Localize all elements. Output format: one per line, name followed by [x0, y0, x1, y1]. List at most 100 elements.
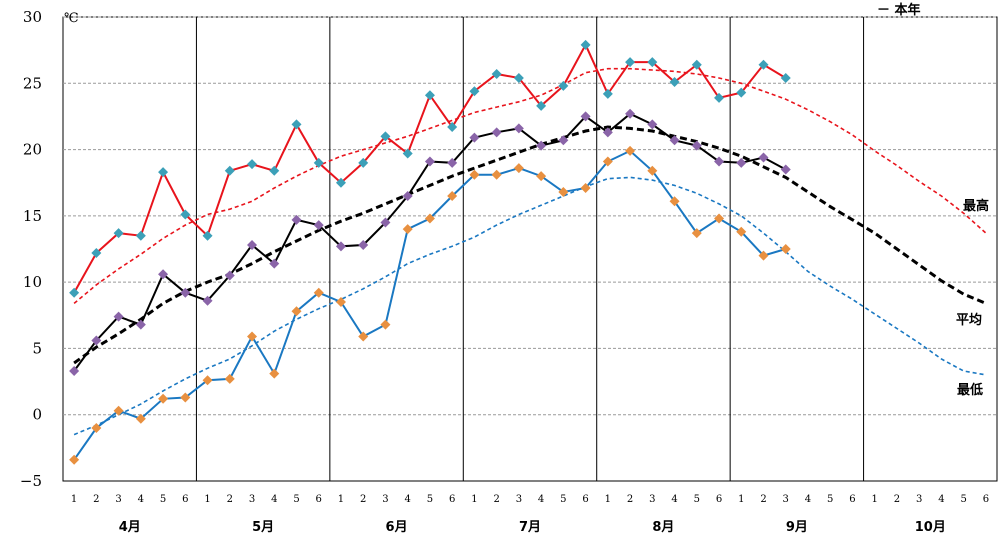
marker-min [780, 244, 791, 254]
x-tick-label: 6 [582, 494, 588, 505]
marker-max [758, 59, 769, 70]
marker-min [536, 171, 547, 182]
marker-min [335, 297, 346, 308]
marker-mean [313, 220, 324, 231]
x-tick-label: 3 [249, 494, 255, 505]
marker-min [447, 190, 458, 201]
marker-min [669, 196, 680, 207]
x-tick-label: 1 [605, 494, 611, 505]
y-axis: −5 0 5 10 15 20 25 30 [20, 8, 42, 490]
x-axis: 1 2 3 4 5 6 1 2 3 4 5 6 1 2 3 4 5 6 1 2 3 4 5 6 1 2 3 4 5 6 1 2 3 4 5 6 1 2 3 4… [71, 494, 989, 535]
x-tick-label: 5 [827, 494, 833, 505]
marker-mean [224, 270, 235, 281]
marker-min [647, 165, 658, 176]
marker-max [647, 57, 658, 68]
x-tick-label: 6 [983, 494, 989, 505]
marker-min [758, 250, 769, 261]
marker-mean [424, 156, 435, 167]
marker-min [625, 145, 636, 156]
month-label: 7月 [519, 520, 541, 535]
marker-mean [69, 365, 80, 376]
month-label: 10月 [915, 520, 946, 535]
marker-max [113, 228, 124, 239]
x-tick-label: 3 [516, 494, 522, 505]
x-tick-label: 2 [227, 494, 233, 505]
marker-max [291, 119, 302, 130]
marker-max [358, 157, 369, 168]
marker-mean [580, 111, 591, 122]
marker-max [247, 159, 258, 170]
marker-min [113, 405, 124, 416]
marker-mean [291, 214, 302, 225]
marker-max [714, 92, 725, 103]
marker-max [491, 69, 502, 80]
y-tick-label: 5 [32, 339, 42, 357]
marker-min [736, 226, 747, 237]
month-label: 6月 [386, 520, 408, 535]
x-tick-label: 1 [338, 494, 344, 505]
marker-min [380, 319, 391, 330]
legend-this-year: － 本年 [877, 2, 921, 18]
marker-mean [402, 190, 413, 201]
marker-mean [714, 156, 725, 167]
x-tick-label: 2 [93, 494, 99, 505]
marker-max [180, 209, 191, 220]
marker-max [669, 76, 680, 87]
marker-mean [513, 123, 524, 134]
x-tick-label: 6 [316, 494, 322, 505]
x-tick-label: 5 [160, 494, 166, 505]
marker-max [469, 86, 480, 97]
y-tick-label: 20 [23, 141, 42, 159]
x-tick-label: 4 [805, 494, 811, 505]
marker-mean [202, 295, 213, 306]
x-tick-label: 5 [694, 494, 700, 505]
marker-max [602, 88, 613, 99]
normal-line-max [73, 67, 987, 305]
marker-min [247, 331, 258, 342]
marker-min [269, 368, 280, 379]
marker-min [291, 306, 302, 317]
marker-mean [113, 311, 124, 322]
marker-max [736, 87, 747, 98]
marker-mean [780, 164, 791, 175]
normal-line-min [73, 176, 987, 436]
marker-mean [335, 241, 346, 252]
y-tick-label: −5 [20, 472, 42, 490]
marker-mean [91, 335, 102, 346]
month-label: 5月 [252, 520, 274, 535]
x-tick-label: 3 [382, 494, 388, 505]
y-tick-label: 10 [23, 273, 42, 291]
marker-mean [602, 127, 613, 138]
x-tick-label: 2 [360, 494, 366, 505]
marker-mean [380, 217, 391, 228]
x-tick-label: 6 [716, 494, 722, 505]
marker-max [625, 57, 636, 68]
marker-max [202, 230, 213, 241]
y-tick-label: 25 [23, 74, 42, 92]
x-tick-label: 4 [671, 494, 677, 505]
x-tick-label: 2 [760, 494, 766, 505]
marker-max [558, 80, 569, 91]
x-tick-label: 4 [138, 494, 144, 505]
x-tick-label: 4 [538, 494, 544, 505]
x-tick-label: 6 [449, 494, 455, 505]
marker-min [580, 183, 591, 194]
x-tick-label: 2 [894, 494, 900, 505]
marker-min [513, 163, 524, 174]
x-tick-label: 2 [627, 494, 633, 505]
x-tick-label: 3 [783, 494, 789, 505]
x-tick-label: 1 [872, 494, 878, 505]
this-year-line-mean [73, 112, 787, 372]
marker-min [714, 213, 725, 224]
marker-mean [558, 135, 569, 146]
marker-min [691, 228, 702, 239]
marker-mean [269, 258, 280, 269]
this-year-series-group [69, 39, 791, 465]
x-tick-label: 4 [405, 494, 411, 505]
month-label: 9月 [786, 520, 808, 535]
series-label-min: 最低 [957, 382, 983, 398]
marker-max [269, 165, 280, 176]
month-label: 8月 [652, 520, 674, 535]
marker-min [224, 373, 235, 384]
